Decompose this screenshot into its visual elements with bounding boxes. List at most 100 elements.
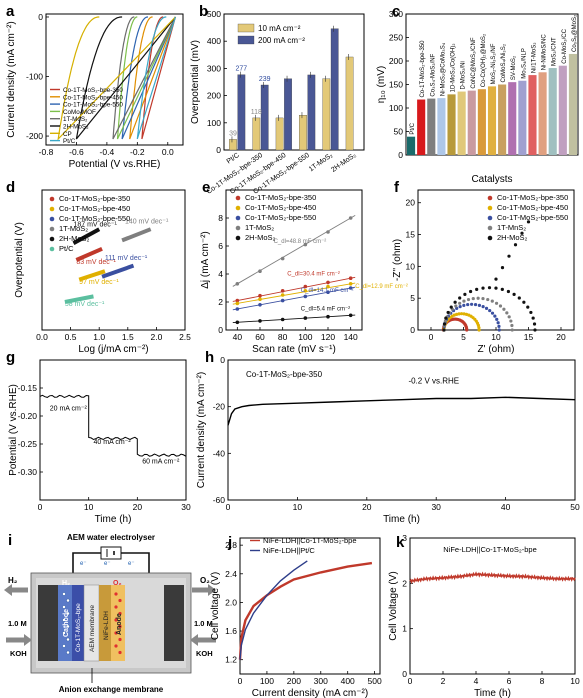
panel-f: 0 5 10 15 20 0 5 10 15 20 Z' (ohm) -Z'' (ohm) Co-1T-…: [392, 189, 575, 355]
x-tick-label: 8: [540, 676, 545, 686]
cathode-flow-field: [58, 585, 72, 661]
anode-label: Anode: [116, 613, 123, 635]
polarization-curve: [239, 560, 308, 660]
data-point: [303, 289, 308, 293]
x-tick-label: -0.4: [100, 147, 115, 157]
y-tick-label: 500: [207, 9, 221, 19]
data-point: [457, 312, 461, 316]
data-point: [526, 305, 530, 309]
y-tick-label: -0.20: [18, 411, 38, 421]
data-point: [280, 298, 285, 303]
data-point: [442, 322, 447, 326]
bar: [330, 28, 339, 151]
data-point: [471, 296, 475, 301]
panel-letter-f: f: [394, 179, 400, 196]
x-tick-label: 0: [38, 502, 43, 512]
y-tick-label: 100: [389, 103, 403, 113]
data-point: [481, 305, 485, 309]
y-tick-label: 0: [38, 12, 43, 22]
data-point: [443, 319, 447, 323]
category-label: MoS₂/CNT: [552, 37, 558, 66]
data-point: [449, 305, 453, 309]
diagram-title: AEM water electrolyser: [67, 533, 155, 542]
bar: [477, 89, 486, 155]
y-tick-label: 0: [218, 325, 223, 335]
plot-frame: [39, 359, 187, 501]
y-tick-label: 200: [389, 56, 403, 66]
y-tick-label: -100: [26, 72, 43, 82]
y-tick-label: 20: [406, 198, 416, 208]
koh-label-right-2: KOH: [196, 649, 213, 658]
x-tick-label: 1.0: [93, 332, 105, 342]
x-tick-label: 100: [260, 676, 274, 686]
y-axis-label: Cell voltage (V): [210, 572, 221, 640]
legend-entry: Co-1T-MoS₂-bpe-350: [59, 194, 130, 203]
panel-i-diagram: AEM water electrolyser e⁻ e⁻ e⁻ Cathode Co-1T…: [4, 533, 216, 694]
x-axis-label: Time (h): [383, 514, 420, 525]
data-point: [532, 322, 537, 326]
bar: [548, 68, 557, 155]
legend-entry: 1T-MoS₂: [59, 224, 88, 233]
x-tick-label: 1.5: [122, 332, 134, 342]
x-tick-label: 0: [408, 676, 413, 686]
data-point: [303, 316, 308, 320]
plot-frame: [41, 189, 186, 331]
data-point: [348, 313, 353, 318]
bar: [538, 72, 547, 155]
bar: [528, 75, 537, 155]
data-point: [490, 311, 495, 315]
y-axis-label: Current density (mA cm⁻²): [196, 372, 207, 488]
o2-bubble: [114, 618, 118, 622]
cdl-label: C_dl=48.8 mF cm⁻²: [274, 239, 327, 245]
data-point: [494, 277, 498, 281]
x-tick-label: 20: [362, 502, 372, 512]
data-point: [510, 328, 514, 332]
panel-a: -0.8 -0.6 -0.4 -0.2 0.0 0 -100 -200 Potential (V…: [6, 12, 184, 170]
x-tick-label: 0: [238, 676, 243, 686]
data-point: [500, 287, 504, 291]
category-label: Ni/1T-MoS₂: [531, 42, 537, 73]
data-point: [466, 302, 470, 307]
legend-entry: CP: [63, 131, 72, 138]
panel-letter-a: a: [6, 3, 15, 20]
x-tick-label: 10: [84, 502, 94, 512]
x-tick-label: 50: [570, 502, 580, 512]
data-point: [498, 304, 503, 308]
o2-bubble: [114, 592, 118, 596]
h2-arrowhead: [4, 584, 12, 596]
legend-entry: CoMo-MOF: [63, 109, 96, 116]
y-tick-label: 300: [207, 63, 221, 73]
y-tick-label: 5: [410, 293, 415, 303]
legend-entry: 1T-MoS₂: [245, 223, 274, 232]
legend-entry: Co-1T-MoS₂-bpe-550: [497, 213, 568, 222]
bar: [447, 94, 456, 155]
step-label: 20 mA cm⁻²: [50, 405, 88, 412]
data-point: [466, 297, 471, 302]
koh-label-left-1: 1.0 M: [8, 619, 27, 628]
x-tick-label: 0.0: [162, 147, 174, 157]
y-tick-label: 2: [218, 297, 223, 307]
panel-k: 0 2 4 6 8 10 0 1 2 3 Time (h) Cell Voltage (V) NiFe-…: [388, 533, 580, 698]
data-point: [258, 319, 262, 323]
y-tick-label: 2.0: [225, 597, 237, 607]
x-tick-label: 0.5: [65, 332, 77, 342]
y-tick-label: 400: [207, 36, 221, 46]
data-point: [326, 314, 330, 319]
panel-letter-e: e: [202, 179, 210, 196]
bar: [498, 84, 507, 155]
x-tick-label: 120: [321, 332, 335, 342]
legend-entry: Co-1T-MoS₂-bpe-350: [497, 193, 568, 202]
bar: [427, 98, 436, 155]
y-tick-label: -20: [213, 402, 226, 412]
legend-marker: [235, 235, 241, 241]
series-line: [57, 16, 176, 141]
legend-entry: Co-1T-MoS₂-bpe-350: [63, 87, 123, 94]
data-point: [494, 301, 499, 305]
series-line: [121, 16, 176, 140]
plot-frame: [225, 189, 363, 331]
x-tick-label: 80: [278, 332, 288, 342]
data-point: [235, 298, 240, 303]
legend-swatch: [237, 23, 255, 33]
x-tick-label: 5: [461, 332, 466, 342]
data-point: [458, 296, 462, 300]
